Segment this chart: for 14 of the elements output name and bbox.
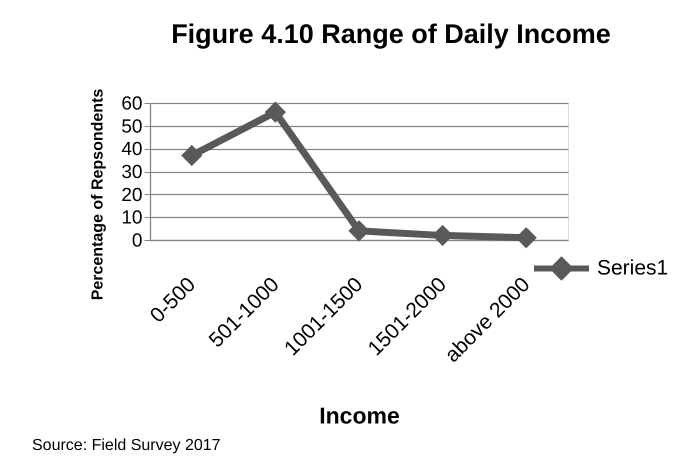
y-tick-label: 0: [132, 230, 142, 252]
point: [181, 144, 202, 166]
y-tick-label: 30: [121, 162, 142, 183]
y-tick-label: 20: [121, 184, 142, 206]
y-tick-label: 40: [121, 139, 142, 160]
y-tick-label: 10: [121, 208, 142, 229]
y-tick-label: 50: [121, 116, 142, 138]
point: [264, 102, 286, 123]
y-tick-label: 60: [121, 94, 142, 114]
source-note: Source: Field Survey 2017: [32, 437, 221, 454]
chart-title: Figure 4.10 Range of Daily Income: [171, 19, 611, 50]
legend-label: Series1: [597, 256, 668, 280]
y-axis-title: Percentage of Repsondents: [90, 88, 106, 300]
x-axis-title: Income: [319, 402, 400, 428]
